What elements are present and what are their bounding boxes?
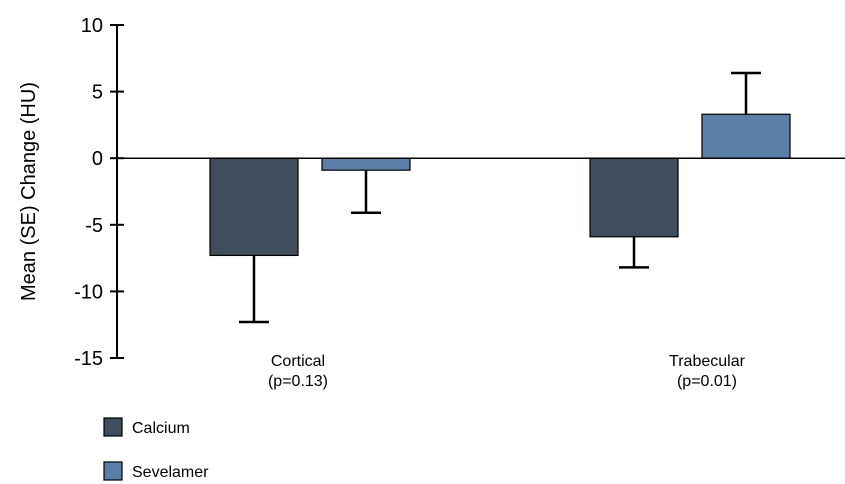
bar-calcium-cortical <box>209 157 299 257</box>
y-tick-label: 10 <box>81 15 103 37</box>
legend-swatch-sevelamer <box>103 461 123 481</box>
y-tick-label: -5 <box>85 215 103 237</box>
y-tick-label: 5 <box>92 82 103 104</box>
y-axis-title: Mean (SE) Change (HU) <box>18 82 40 301</box>
category-label: Cortical <box>271 353 325 370</box>
bar-sevelamer-trabecular <box>701 113 791 159</box>
category-label: Trabecular <box>669 353 746 370</box>
y-tick-label: 0 <box>92 148 103 170</box>
category-note: (p=0.01) <box>677 373 737 390</box>
category-note: (p=0.13) <box>268 373 328 390</box>
y-tick-label: -10 <box>74 281 103 303</box>
bar-layer <box>209 113 791 257</box>
legend-label-calcium: Calcium <box>132 420 190 437</box>
bar-sevelamer-cortical <box>321 157 411 171</box>
label-layer: Cortical (p=0.13) Trabecular (p=0.01) <box>268 353 746 390</box>
error-bar-layer <box>239 71 761 324</box>
legend: Calcium Sevelamer <box>103 417 209 481</box>
legend-label-sevelamer: Sevelamer <box>132 464 209 481</box>
axis-layer: 10 5 0 -5 -10 -15 Mean (SE) Change (HU) <box>18 15 124 370</box>
legend-swatch-calcium <box>103 417 123 437</box>
y-tick-label: -15 <box>74 348 103 370</box>
bar-calcium-trabecular <box>589 157 679 238</box>
